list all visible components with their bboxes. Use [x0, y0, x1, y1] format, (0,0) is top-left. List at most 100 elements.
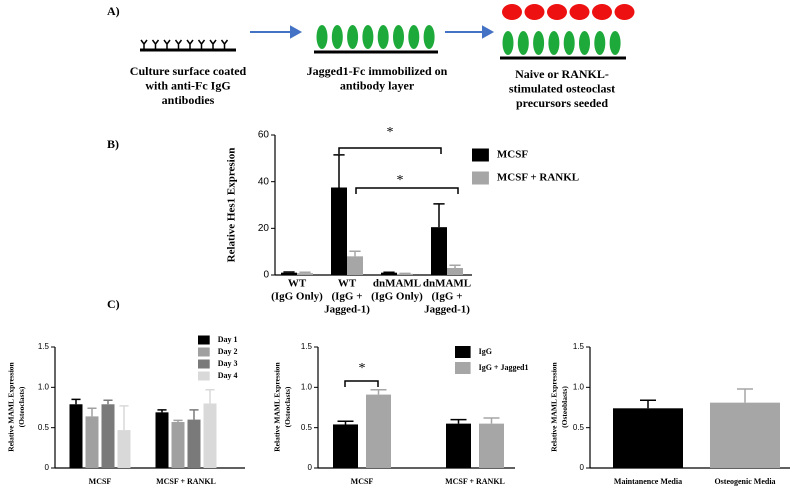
y-tick-label: 0.5: [38, 423, 50, 432]
jagged1: [594, 31, 606, 55]
x-tick-label: Maintanence Media: [614, 477, 682, 486]
error-bar: [333, 154, 345, 188]
bar: [85, 416, 99, 468]
error-bar: [433, 203, 445, 228]
cell: [524, 4, 545, 20]
legend-label: Day 2: [218, 347, 238, 356]
legend-swatch: [198, 335, 210, 345]
y-tick-label: 40: [258, 176, 270, 187]
error-bar: [370, 389, 387, 395]
y-axis-label: Relative MAML Expression: [273, 361, 282, 451]
bar: [431, 227, 447, 275]
bar: [479, 423, 504, 468]
panel-label: B): [107, 137, 119, 151]
legend-swatch: [198, 371, 210, 381]
step-label: antibodies: [162, 93, 215, 107]
antibody: [174, 39, 183, 50]
x-tick-label: WT: [338, 278, 357, 290]
jagged1: [362, 25, 374, 49]
y-axis-label: Relative Hes1 Expresion: [226, 148, 238, 263]
x-tick-label: dnMAML: [423, 278, 471, 290]
error-bar: [71, 398, 81, 405]
antibody: [186, 39, 194, 50]
x-tick-label: Osteogenic Media: [714, 477, 775, 486]
legend-label: IgG: [479, 347, 492, 356]
y-tick-label: 1.0: [573, 382, 585, 391]
bar: [101, 404, 115, 468]
jagged1: [393, 25, 404, 49]
legend-swatch: [198, 359, 210, 369]
y-tick-label: 0.5: [573, 423, 585, 432]
jagged1: [331, 25, 343, 49]
cell: [592, 4, 612, 20]
error-bar: [205, 389, 215, 404]
step-label: stimulated osteoclast: [509, 81, 615, 95]
legend-label: MCSF: [497, 149, 528, 161]
jagged1: [347, 25, 359, 49]
significance-bracket: [338, 147, 442, 154]
cell: [547, 4, 567, 20]
jagged1: [316, 25, 328, 49]
x-tick-label: MCSF + RANKL: [445, 477, 505, 486]
arrow: [250, 25, 495, 39]
x-tick-label: Jagged-1): [324, 304, 370, 316]
legend-label: Day 1: [218, 335, 238, 344]
step-label: Culture surface coated: [130, 64, 247, 78]
y-axis-label: (Osteoblasts): [560, 386, 569, 428]
error-bar: [483, 417, 500, 424]
legend-swatch: [472, 171, 489, 185]
y-tick-label: 20: [258, 223, 270, 234]
x-tick-label: MCSF: [89, 477, 112, 486]
error-bar: [299, 271, 311, 274]
panel-label: A): [107, 4, 120, 18]
legend-label: Day 3: [218, 359, 238, 368]
bar: [366, 394, 391, 468]
bar: [381, 272, 397, 275]
y-axis-label: (Osteoclasts): [283, 386, 292, 427]
x-tick-label: WT: [288, 278, 307, 290]
y-tick-label: 1.5: [38, 342, 50, 351]
y-tick-label: 60: [258, 130, 270, 141]
legend-label: Day 4: [218, 371, 238, 380]
bar: [333, 424, 358, 468]
bar: [331, 187, 347, 275]
x-tick-label: (IgG +: [331, 291, 362, 303]
antibody: [163, 39, 171, 50]
error-bar: [103, 399, 113, 405]
significance-bracket: [355, 187, 459, 194]
jagged1: [579, 31, 590, 55]
antibody: [151, 39, 160, 50]
y-tick-label: 1.5: [573, 342, 585, 351]
antibody: [140, 39, 148, 50]
x-tick-label: (IgG Only): [371, 291, 423, 303]
y-tick-label: 1.5: [301, 342, 313, 351]
antibody: [197, 39, 206, 50]
jagged1: [423, 25, 435, 49]
bar: [155, 412, 169, 468]
y-tick-label: 0: [263, 270, 269, 281]
y-tick-label: 0: [580, 463, 585, 472]
error-bar: [283, 271, 295, 273]
legend-swatch: [455, 346, 471, 358]
step-label: Naive or RANKL-: [515, 67, 609, 81]
bar: [397, 273, 413, 275]
antibody: [220, 39, 229, 50]
bar: [187, 419, 201, 468]
y-tick-label: 0: [45, 463, 50, 472]
error-bar: [449, 264, 461, 268]
bar: [446, 423, 471, 468]
legend-label: IgG + Jagged1: [479, 363, 529, 372]
jagged1: [502, 31, 514, 55]
x-tick-label: dnMAML: [373, 278, 421, 290]
x-tick-label: (IgG Only): [271, 291, 323, 303]
cell: [569, 4, 590, 20]
y-tick-label: 1.0: [301, 382, 313, 391]
jagged1: [609, 31, 621, 55]
error-bar: [87, 407, 97, 417]
step-label: Jagged1-Fc immobilized on: [307, 64, 448, 78]
jagged1: [533, 31, 545, 55]
annotation: *: [387, 125, 394, 140]
jagged1: [517, 31, 529, 55]
bar: [117, 430, 131, 468]
